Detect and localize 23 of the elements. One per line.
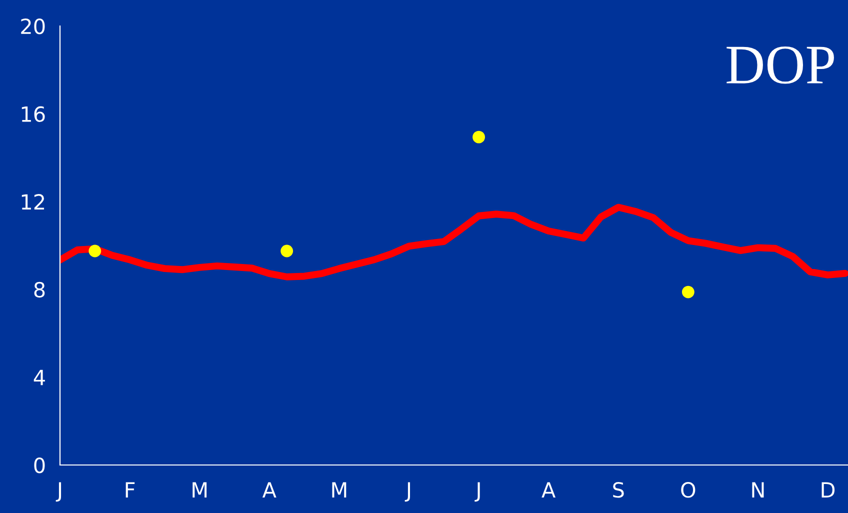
x-tick-label: N bbox=[752, 482, 764, 498]
point bbox=[88, 244, 102, 258]
x-tick-label: S bbox=[613, 482, 624, 498]
y-tick-label: 16 bbox=[22, 106, 45, 122]
y-tick-label: 0 bbox=[34, 457, 45, 474]
x-tick-label: D bbox=[822, 482, 835, 498]
x-tick-label: M bbox=[192, 482, 207, 498]
x-tick-label: J bbox=[404, 482, 410, 502]
point bbox=[280, 244, 294, 258]
x-tick-label: O bbox=[681, 482, 696, 498]
x-tick-label: J bbox=[474, 482, 480, 502]
y-tick-label: 12 bbox=[22, 194, 44, 210]
chart-title: DOP bbox=[726, 46, 834, 84]
point bbox=[472, 130, 485, 144]
y-tick-label: 20 bbox=[21, 18, 45, 34]
y-tick-label: 4 bbox=[34, 370, 45, 386]
x-tick-label: A bbox=[542, 482, 556, 498]
x-tick-label: F bbox=[126, 482, 135, 498]
point bbox=[682, 286, 694, 298]
x-tick-label: M bbox=[332, 482, 346, 498]
x-tick-label: A bbox=[262, 482, 276, 498]
x-tick-label: J bbox=[56, 482, 62, 502]
y-tick-label: 8 bbox=[34, 282, 45, 298]
